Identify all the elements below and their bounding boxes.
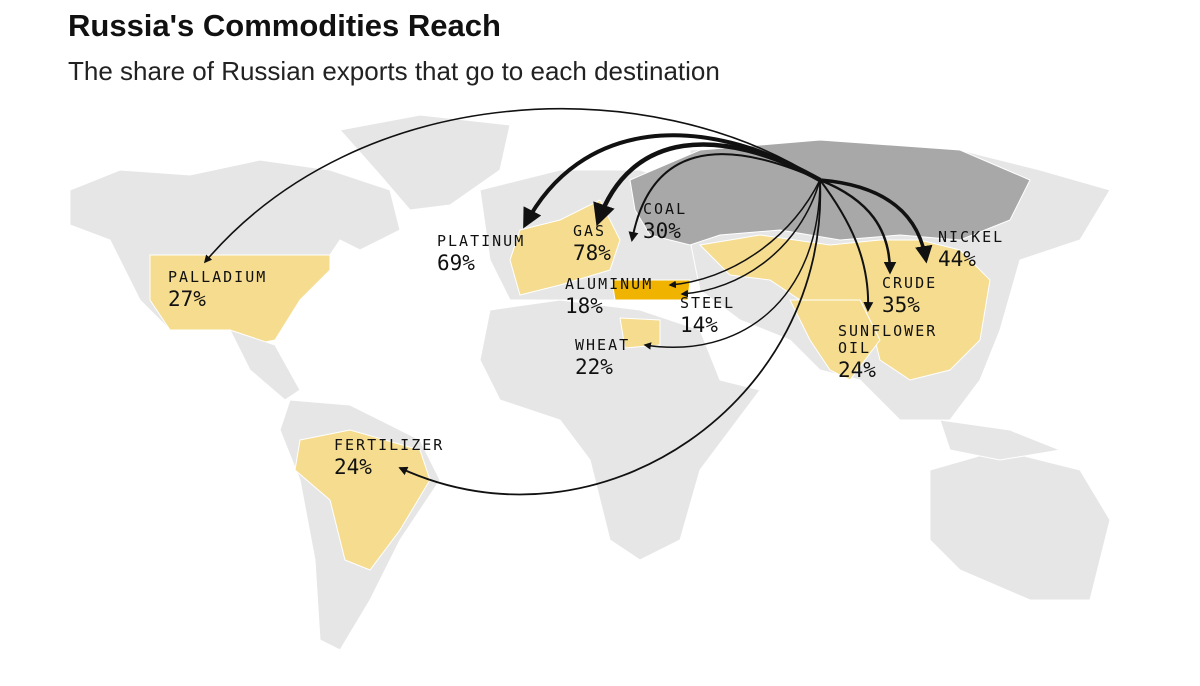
flow-share: 27% — [168, 287, 206, 311]
flow-share: 22% — [575, 355, 613, 379]
flow-label: SUNFLOWER — [838, 322, 937, 340]
flow-label: PLATINUM — [437, 232, 525, 250]
flow-label: PALLADIUM — [168, 268, 267, 286]
flow-share: 35% — [882, 293, 920, 317]
flow-share: 44% — [938, 247, 976, 271]
flow-label: ALUMINUM — [565, 275, 653, 293]
flow-label: FERTILIZER — [334, 436, 444, 454]
flow-share: 14% — [680, 313, 718, 337]
flow-label: OIL — [838, 339, 871, 357]
flow-share: 78% — [573, 241, 611, 265]
flow-label: STEEL — [680, 294, 735, 312]
flow-label: CRUDE — [882, 274, 937, 292]
flow-label: GAS — [573, 222, 606, 240]
arrow — [398, 179, 822, 496]
arrow — [819, 178, 933, 264]
flow-share: 69% — [437, 251, 475, 275]
flow-share: 24% — [334, 455, 372, 479]
arrow — [668, 179, 821, 289]
arrow — [819, 178, 897, 275]
arrow — [203, 107, 821, 264]
flow-share: 30% — [643, 219, 681, 243]
arrows — [203, 107, 933, 496]
flow-label: WHEAT — [575, 336, 630, 354]
flow-label: COAL — [643, 200, 687, 218]
flow-share: 24% — [838, 358, 876, 382]
subtitle: The share of Russian exports that go to … — [68, 56, 720, 86]
title: Russia's Commodities Reach — [68, 8, 501, 43]
flow-share: 18% — [565, 294, 603, 318]
arrow — [643, 179, 821, 350]
arrow — [593, 142, 822, 227]
arrow — [628, 153, 821, 242]
arrow — [819, 179, 874, 312]
world-map — [69, 114, 1111, 651]
arrow — [680, 179, 821, 298]
flow-label: NICKEL — [938, 228, 1004, 246]
